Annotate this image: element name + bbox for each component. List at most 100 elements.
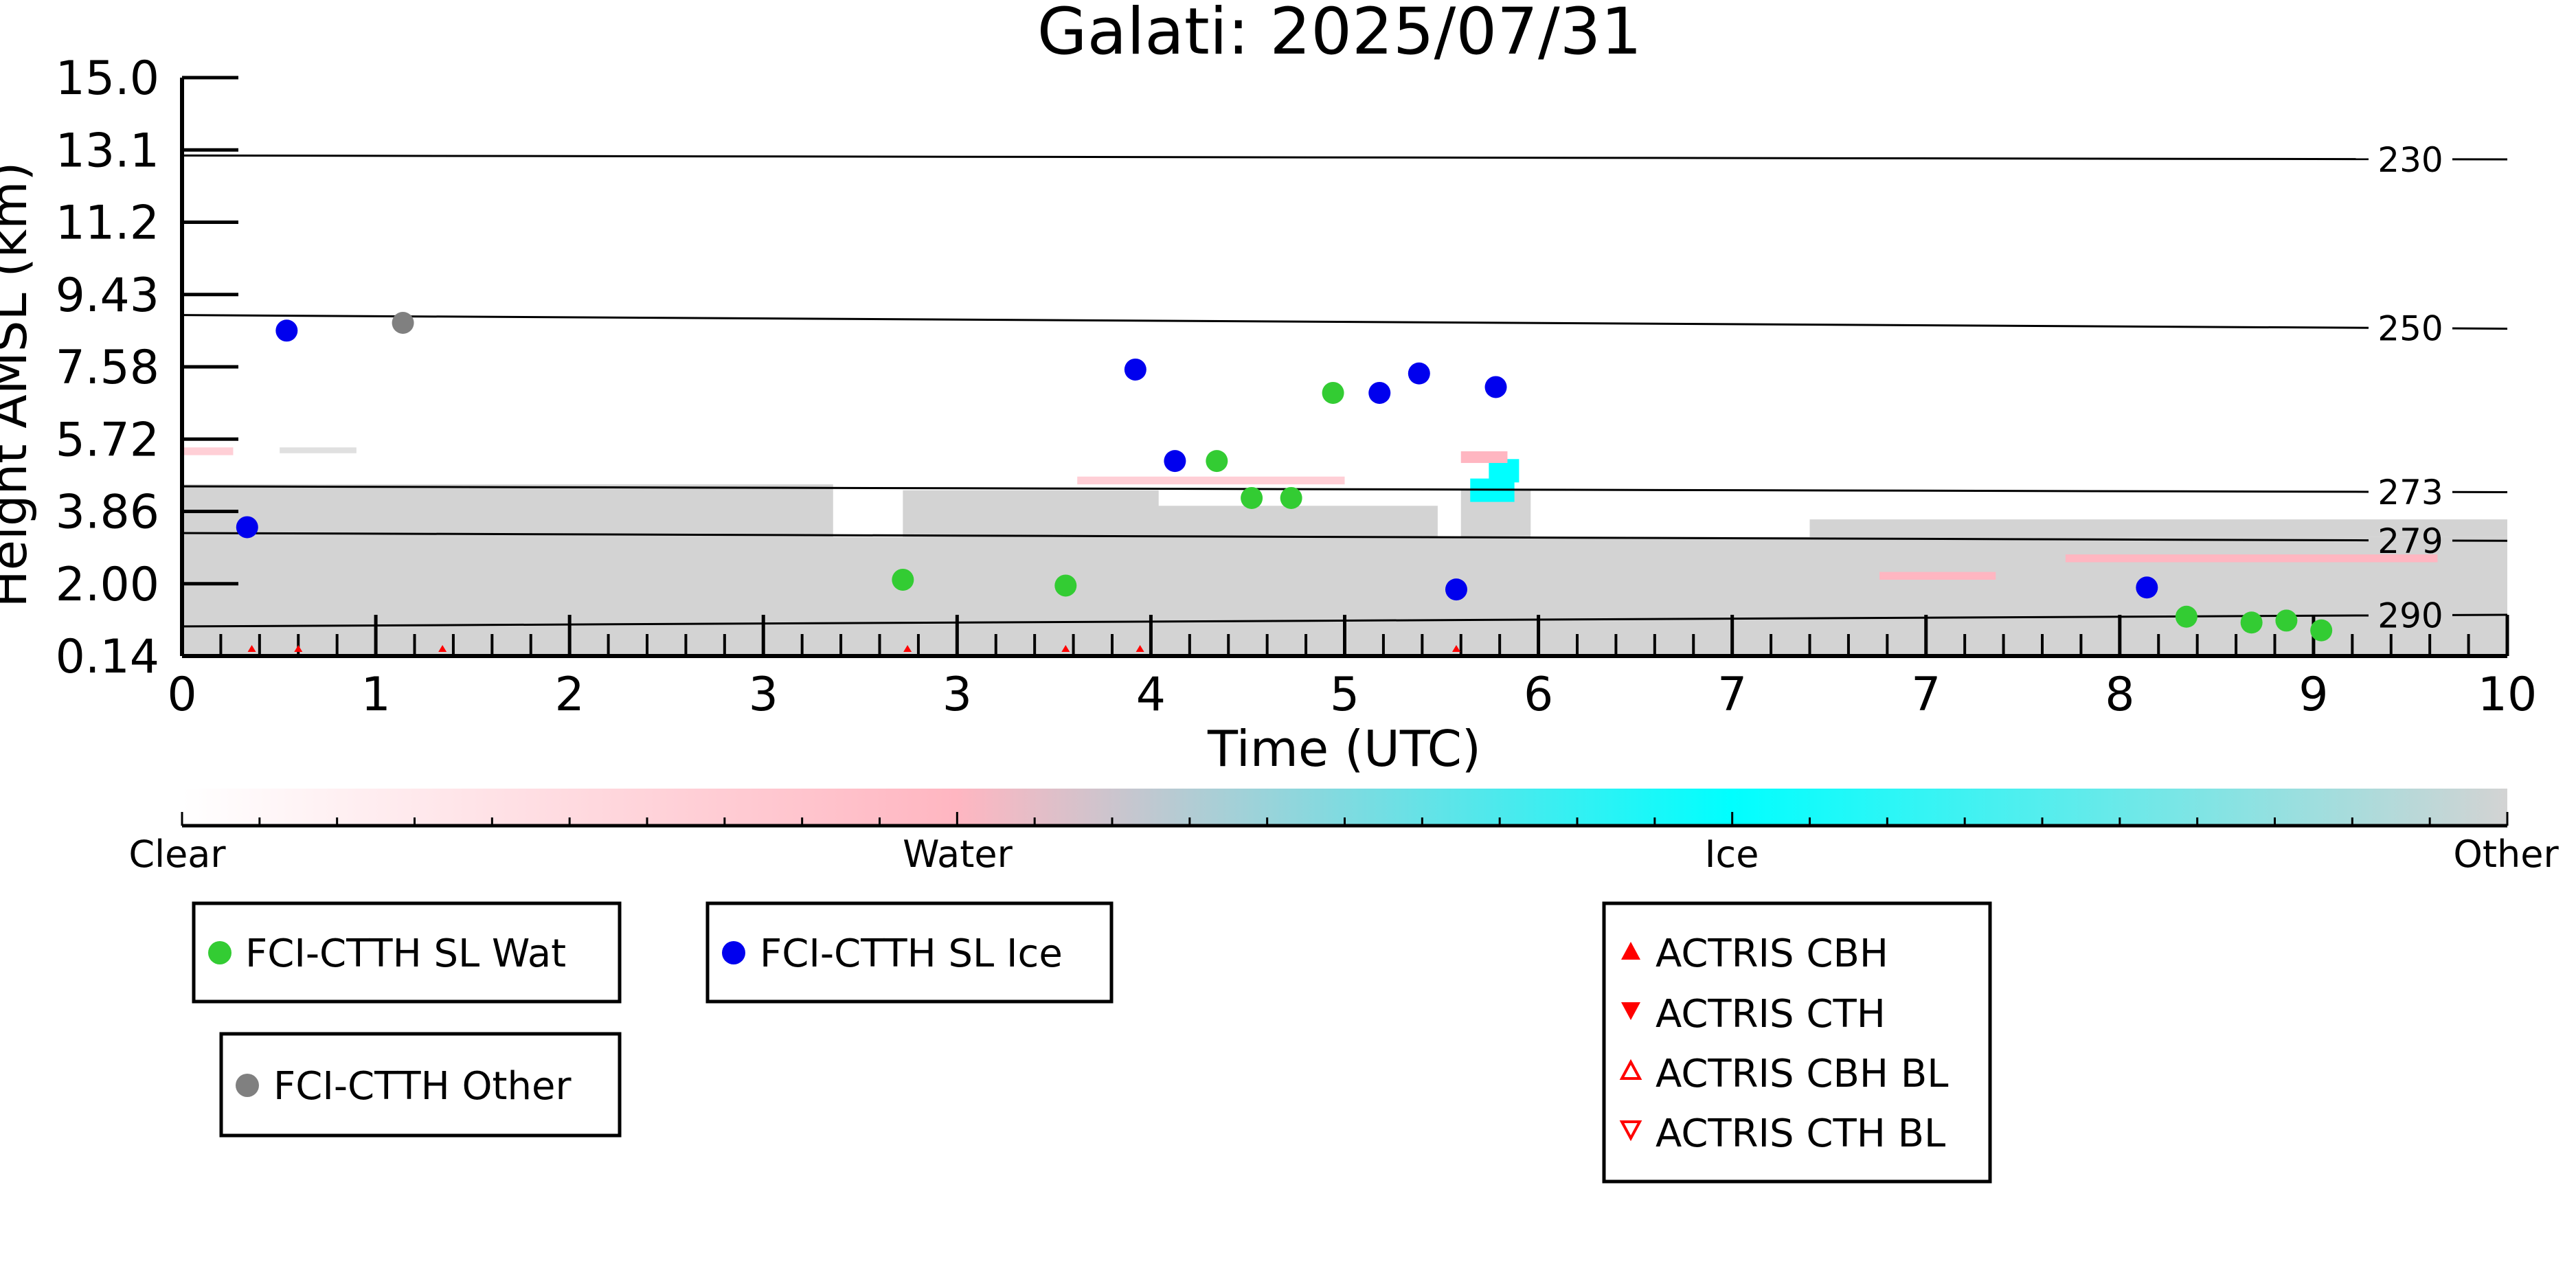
- isotherm-label: 273: [2377, 473, 2443, 512]
- legend-ice-label: FCI-CTTH SL Ice: [760, 931, 1063, 976]
- legend-wat-label: FCI-CTTH SL Wat: [245, 931, 566, 976]
- isotherm-label: 290: [2377, 596, 2443, 636]
- chart-title: Galati: 2025/07/31: [1037, 0, 1642, 69]
- data-points: [236, 311, 2333, 652]
- isotherm-line: [181, 154, 2369, 161]
- colorbar-label-water: Water: [903, 833, 1013, 876]
- y-tick-label: 2.00: [56, 558, 159, 612]
- x-tick-label: 7: [1717, 668, 1747, 722]
- cloud-region: [1077, 476, 1345, 485]
- cloud-region: [280, 447, 357, 453]
- actris-marker: [294, 645, 303, 652]
- cloud-region: [903, 490, 1159, 537]
- x-tick-label: 1: [361, 668, 390, 722]
- legend-actris-cth: ACTRIS CTH: [1656, 992, 1886, 1037]
- y-tick-label: 3.86: [56, 486, 159, 540]
- cloud-region: [182, 447, 234, 455]
- cloud-region: [1460, 490, 1531, 588]
- cloud-region: [1879, 572, 1996, 580]
- y-tick-label: 9.43: [56, 269, 159, 323]
- legend-other: FCI-CTTH Other: [219, 1032, 622, 1138]
- isotherm-line: [181, 314, 2369, 329]
- legend-ice: FCI-CTTH SL Ice: [705, 901, 1114, 1004]
- x-tick-label: 5: [1330, 668, 1359, 722]
- actris-marker: [438, 645, 447, 652]
- data-point: [1206, 450, 1228, 473]
- colorbar-label-other: Other: [2453, 833, 2559, 876]
- colorbar-label-ice: Ice: [1705, 833, 1759, 876]
- x-tick-label: 0: [167, 668, 196, 722]
- colorbar: Clear Water Ice Other: [128, 789, 2559, 876]
- data-point: [236, 516, 258, 539]
- data-point: [1164, 450, 1186, 473]
- actris-cth-marker: [1621, 1002, 1640, 1020]
- x-axis-label: Time (UTC): [1207, 720, 1481, 778]
- isotherm-line: [181, 614, 2369, 628]
- x-ticks: 0 1 2 3 3 4 5 6 7 7 8 9 10: [167, 615, 2537, 722]
- data-point: [2310, 619, 2333, 642]
- legend-other-marker: [236, 1074, 259, 1097]
- isotherms: 230 250 273 279 290: [181, 140, 2508, 636]
- x-tick-label: 2: [555, 668, 585, 722]
- x-tick-label: 6: [1524, 668, 1553, 722]
- cloud-region: [1460, 451, 1508, 463]
- legend-wat-marker: [208, 941, 231, 964]
- isotherm-line: [181, 485, 2369, 493]
- isotherm-line: [181, 532, 2369, 542]
- cloud-region: [182, 484, 833, 537]
- data-point: [1484, 376, 1507, 398]
- cloud-region: [2065, 554, 2438, 563]
- legend-actris-cbh-bl: ACTRIS CBH BL: [1656, 1052, 1948, 1096]
- actris-marker: [1136, 645, 1144, 652]
- x-tick-label: 9: [2298, 668, 2328, 722]
- y-tick-label: 13.1: [56, 124, 159, 178]
- legend-actris-cbh: ACTRIS CBH: [1656, 931, 1888, 976]
- actris-marker: [1061, 645, 1070, 652]
- x-tick-label: 3: [942, 668, 972, 722]
- y-ticks: 0.14 2.00 3.86 5.72 7.58 9.43 11.2 13.1 15.0: [56, 52, 238, 684]
- colorbar-ticks: [181, 812, 2509, 826]
- data-point: [2175, 605, 2197, 628]
- data-point: [2275, 609, 2298, 632]
- actris-marker: [903, 645, 912, 652]
- data-point: [2136, 576, 2158, 599]
- data-point: [1408, 362, 1430, 385]
- isotherm-label: 230: [2377, 140, 2443, 180]
- data-point: [1445, 578, 1467, 601]
- data-point: [1054, 574, 1077, 597]
- isotherm-label: 250: [2377, 309, 2443, 349]
- actris-marker: [1451, 645, 1460, 652]
- actris-cbh-marker: [1621, 942, 1640, 960]
- x-tick-label: 4: [1136, 668, 1166, 722]
- data-point: [892, 568, 914, 591]
- colorbar-label-clear: Clear: [128, 833, 226, 876]
- data-point: [2240, 611, 2263, 634]
- y-tick-label: 5.72: [56, 413, 159, 467]
- x-tick-label: 7: [1911, 668, 1941, 722]
- actris-marker: [247, 645, 256, 652]
- y-axis-label: Height AMSL (km): [0, 162, 38, 608]
- data-point: [1124, 358, 1146, 381]
- isotherm-label: 279: [2377, 521, 2443, 561]
- legend-actris-cth-bl: ACTRIS CTH BL: [1656, 1111, 1945, 1156]
- cloud-region: [1135, 506, 1438, 537]
- data-point: [275, 319, 298, 342]
- data-point: [1322, 381, 1344, 404]
- actris-cbh-bl-marker: [1619, 1059, 1642, 1080]
- x-tick-label: 3: [749, 668, 778, 722]
- y-tick-label: 11.2: [56, 196, 159, 251]
- legend-wat: FCI-CTTH SL Wat: [192, 901, 622, 1004]
- actris-cth-bl-marker: [1619, 1120, 1642, 1142]
- cloud-region: [1809, 519, 2507, 537]
- y-tick-label: 0.14: [56, 630, 159, 684]
- y-tick-label: 15.0: [56, 52, 159, 106]
- x-tick-label: 10: [2478, 668, 2538, 722]
- data-point: [392, 311, 414, 334]
- data-point: [1280, 486, 1302, 509]
- legend-ice-marker: [722, 941, 745, 964]
- data-point: [1241, 486, 1263, 509]
- y-tick-label: 7.58: [56, 341, 159, 395]
- legend-actris: ACTRIS CBH ACTRIS CTH ACTRIS CBH BL ACTR…: [1602, 901, 1992, 1184]
- legend-other-label: FCI-CTTH Other: [273, 1064, 572, 1109]
